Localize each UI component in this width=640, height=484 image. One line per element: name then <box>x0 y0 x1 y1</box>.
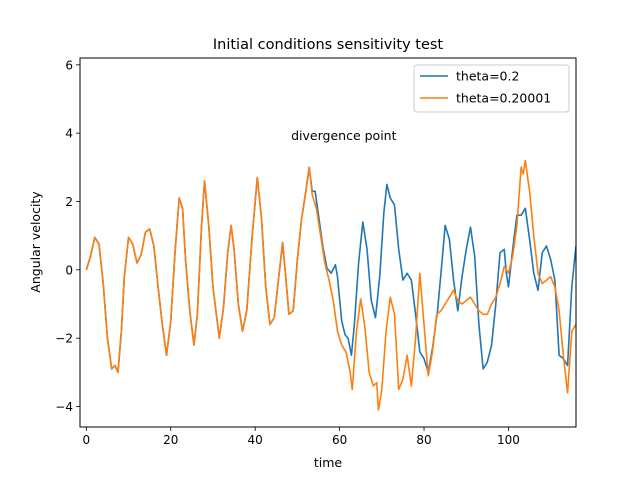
legend: theta=0.2 theta=0.20001 <box>413 64 570 113</box>
plot-frame <box>79 57 577 428</box>
x-tick-label: 20 <box>163 433 178 447</box>
y-tick-label: 4 <box>65 127 73 141</box>
x-tick-label: 80 <box>416 433 431 447</box>
y-tick-label: −4 <box>55 400 73 414</box>
ticks-layer: 0 20 40 60 80 100 −4 −2 0 2 4 6 <box>55 58 520 447</box>
y-tick-label: 6 <box>65 58 73 72</box>
legend-label-series-1: theta=0.2 <box>456 69 519 84</box>
x-tick-label: 100 <box>497 433 520 447</box>
x-tick-label: 0 <box>83 433 91 447</box>
legend-box <box>413 64 570 113</box>
chart-title: Initial conditions sensitivity test <box>213 37 444 53</box>
annotation-divergence-point: divergence point <box>291 128 396 143</box>
x-tick-label: 40 <box>248 433 263 447</box>
legend-label-series-2: theta=0.20001 <box>456 91 551 106</box>
y-axis-label: Angular velocity <box>28 191 43 293</box>
y-tick-label: −2 <box>55 332 73 346</box>
series-layer <box>85 159 576 411</box>
x-axis-label: time <box>314 455 343 470</box>
y-tick-label: 0 <box>65 263 73 277</box>
x-tick-label: 60 <box>332 433 347 447</box>
y-tick-label: 2 <box>65 195 73 209</box>
series-line-2 <box>85 159 576 411</box>
